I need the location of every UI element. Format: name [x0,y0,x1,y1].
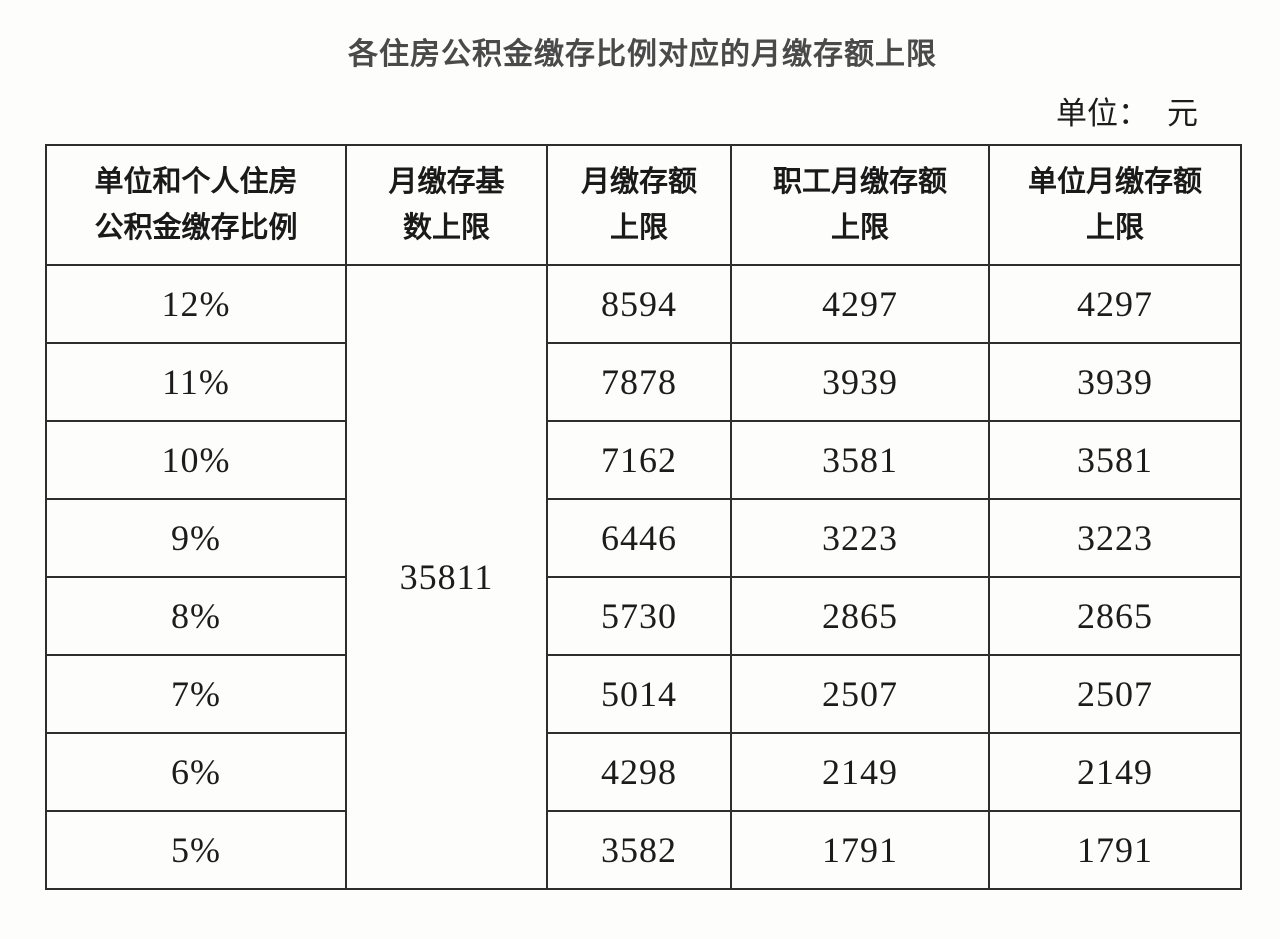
header-line: 上限 [609,212,668,245]
unit-label: 单位： 元 [45,95,1198,132]
employee-limit-cell: 2865 [730,576,990,657]
employer-limit-cell: 2149 [988,732,1242,813]
employer-limit-cell: 3581 [988,420,1242,501]
header-monthly-limit-column: 月缴存额 上限 [546,144,732,267]
header-ratio-column: 单位和个人住房 公积金缴存比例 [45,144,347,267]
employee-limit-cell: 3581 [730,420,990,501]
table-row: 7% 5014 2507 2507 [45,654,1242,735]
table-body: 12% 35811 8594 4297 4297 11% 7878 3939 3… [45,264,1242,891]
header-line: 单位月缴存额 [1027,165,1202,198]
header-line: 月缴存额 [580,165,697,198]
employer-limit-cell: 3223 [988,498,1242,579]
monthly-limit-cell: 8594 [546,264,732,345]
header-line: 月缴存基 [388,165,505,198]
employee-limit-cell: 3223 [730,498,990,579]
ratio-cell: 5% [45,810,347,891]
ratio-cell: 6% [45,732,347,813]
monthly-limit-cell: 5014 [546,654,732,735]
monthly-limit-cell: 3582 [546,810,732,891]
header-employee-limit-column: 职工月缴存额 上限 [730,144,990,267]
ratio-cell: 10% [45,420,347,501]
unit-prefix: 单位： [1056,96,1149,131]
employee-limit-cell: 3939 [730,342,990,423]
monthly-limit-cell: 7878 [546,342,732,423]
header-line: 上限 [830,212,889,245]
employer-limit-cell: 2507 [988,654,1242,735]
table-row: 10% 7162 3581 3581 [45,420,1242,501]
unit-value: 元 [1167,96,1198,131]
employer-limit-cell: 1791 [988,810,1242,891]
employee-limit-cell: 2149 [730,732,990,813]
table-row: 12% 35811 8594 4297 4297 [45,264,1242,891]
monthly-limit-cell: 5730 [546,576,732,657]
ratio-cell: 11% [45,342,347,423]
employee-limit-cell: 4297 [730,264,990,345]
header-line: 单位和个人住房 [94,165,298,198]
document-page: 各住房公积金缴存比例对应的月缴存额上限 单位： 元 单位和个人住房 公积金缴存比例… [45,0,1242,891]
ratio-cell: 7% [45,654,347,735]
header-line: 上限 [1085,212,1144,245]
ratio-cell: 9% [45,498,347,579]
page-title: 各住房公积金缴存比例对应的月缴存额上限 [348,38,937,71]
table-row: 11% 7878 3939 3939 [45,342,1242,423]
table-row: 8% 5730 2865 2865 [45,576,1242,657]
header-line: 公积金缴存比例 [94,212,298,245]
table-row: 5% 3582 1791 1791 [45,810,1242,891]
ratio-cell: 8% [45,576,347,657]
header-base-limit-column: 月缴存基 数上限 [345,144,548,267]
employee-limit-cell: 2507 [730,654,990,735]
table-row: 9% 6446 3223 3223 [45,498,1242,579]
employee-limit-cell: 1791 [730,810,990,891]
table-row: 6% 4298 2149 2149 [45,732,1242,813]
employer-limit-cell: 4297 [988,264,1242,345]
employer-limit-cell: 3939 [988,342,1242,423]
base-limit-cell: 35811 [345,264,548,891]
header-line: 职工月缴存额 [772,165,947,198]
contribution-limits-table: 单位和个人住房 公积金缴存比例 月缴存基 数上限 月缴存额 上限 职工月缴存额 … [45,144,1242,891]
header-row: 单位和个人住房 公积金缴存比例 月缴存基 数上限 月缴存额 上限 职工月缴存额 … [45,144,1242,267]
monthly-limit-cell: 7162 [546,420,732,501]
employer-limit-cell: 2865 [988,576,1242,657]
ratio-cell: 12% [45,264,347,345]
header-line: 数上限 [402,212,490,245]
monthly-limit-cell: 4298 [546,732,732,813]
header-employer-limit-column: 单位月缴存额 上限 [988,144,1242,267]
monthly-limit-cell: 6446 [546,498,732,579]
table-header: 单位和个人住房 公积金缴存比例 月缴存基 数上限 月缴存额 上限 职工月缴存额 … [45,144,1242,267]
